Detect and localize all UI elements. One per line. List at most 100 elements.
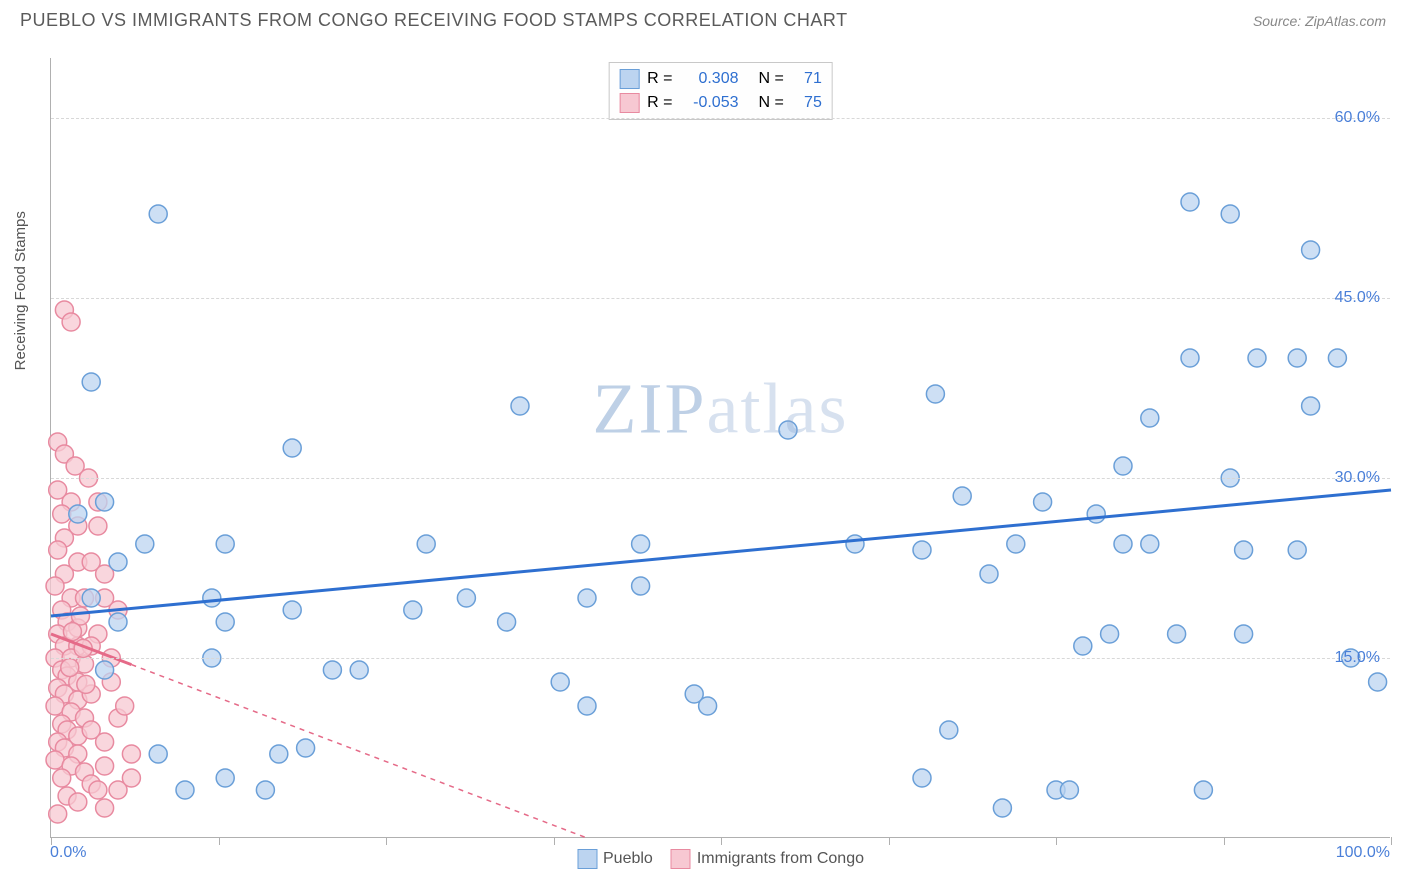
data-point-pueblo xyxy=(1221,205,1239,223)
data-point-pueblo xyxy=(1007,535,1025,553)
data-point-pueblo xyxy=(1060,781,1078,799)
n-value-pueblo: 71 xyxy=(792,70,822,88)
data-point-pueblo xyxy=(216,613,234,631)
source-name: ZipAtlas.com xyxy=(1305,13,1386,29)
data-point-pueblo xyxy=(149,745,167,763)
data-point-pueblo xyxy=(1235,541,1253,559)
data-point-pueblo xyxy=(1235,625,1253,643)
n-value-congo: 75 xyxy=(792,94,822,112)
r-value-congo: -0.053 xyxy=(681,94,739,112)
chart-plot-area: ZIPatlas R = 0.308 N = 71 R = -0.053 N =… xyxy=(50,58,1390,838)
x-tick xyxy=(721,837,722,845)
data-point-congo xyxy=(66,457,84,475)
data-point-pueblo xyxy=(551,673,569,691)
legend-row-congo: R = -0.053 N = 75 xyxy=(619,91,822,115)
legend-swatch-congo xyxy=(619,93,639,113)
y-tick-label: 60.0% xyxy=(1335,109,1380,127)
data-point-pueblo xyxy=(1288,349,1306,367)
data-point-congo xyxy=(82,721,100,739)
y-tick-label: 15.0% xyxy=(1335,649,1380,667)
data-point-congo xyxy=(46,577,64,595)
data-point-congo xyxy=(89,517,107,535)
data-point-congo xyxy=(61,659,79,677)
data-point-pueblo xyxy=(779,421,797,439)
r-label: R = xyxy=(647,94,672,112)
data-point-congo xyxy=(53,505,71,523)
data-point-congo xyxy=(122,745,140,763)
data-point-congo xyxy=(96,799,114,817)
data-point-congo xyxy=(53,769,71,787)
data-point-pueblo xyxy=(498,613,516,631)
x-tick xyxy=(889,837,890,845)
data-point-pueblo xyxy=(913,541,931,559)
chart-source: Source: ZipAtlas.com xyxy=(1253,13,1386,29)
legend-label-congo: Immigrants from Congo xyxy=(697,850,864,868)
data-point-congo xyxy=(77,675,95,693)
data-point-pueblo xyxy=(1141,535,1159,553)
data-point-pueblo xyxy=(980,565,998,583)
data-point-pueblo xyxy=(82,589,100,607)
data-point-pueblo xyxy=(1288,541,1306,559)
data-point-pueblo xyxy=(1101,625,1119,643)
data-point-pueblo xyxy=(350,661,368,679)
data-point-pueblo xyxy=(404,601,422,619)
data-point-pueblo xyxy=(283,601,301,619)
chart-title: PUEBLO VS IMMIGRANTS FROM CONGO RECEIVIN… xyxy=(20,10,848,31)
data-point-pueblo xyxy=(1074,637,1092,655)
y-axis-title: Receiving Food Stamps xyxy=(12,211,29,370)
chart-header: PUEBLO VS IMMIGRANTS FROM CONGO RECEIVIN… xyxy=(0,0,1406,37)
data-point-pueblo xyxy=(1114,457,1132,475)
x-max-label: 100.0% xyxy=(1336,844,1390,862)
trend-line-congo-dashed xyxy=(131,665,587,838)
data-point-pueblo xyxy=(1181,349,1199,367)
trend-line-pueblo xyxy=(51,490,1391,616)
data-point-congo xyxy=(46,697,64,715)
data-point-pueblo xyxy=(1181,193,1199,211)
data-point-pueblo xyxy=(1369,673,1387,691)
data-point-pueblo xyxy=(993,799,1011,817)
legend-label-pueblo: Pueblo xyxy=(603,850,653,868)
x-tick xyxy=(554,837,555,845)
data-point-congo xyxy=(96,757,114,775)
r-label: R = xyxy=(647,70,672,88)
data-point-pueblo xyxy=(926,385,944,403)
data-point-pueblo xyxy=(417,535,435,553)
data-point-pueblo xyxy=(1302,241,1320,259)
data-point-congo xyxy=(122,769,140,787)
data-point-pueblo xyxy=(69,505,87,523)
data-point-pueblo xyxy=(511,397,529,415)
data-point-congo xyxy=(116,697,134,715)
data-point-pueblo xyxy=(632,535,650,553)
source-prefix: Source: xyxy=(1253,13,1305,29)
data-point-pueblo xyxy=(1194,781,1212,799)
data-point-pueblo xyxy=(1168,625,1186,643)
y-tick-label: 45.0% xyxy=(1335,289,1380,307)
data-point-pueblo xyxy=(109,553,127,571)
data-point-pueblo xyxy=(846,535,864,553)
x-min-label: 0.0% xyxy=(50,844,86,862)
data-point-congo xyxy=(46,751,64,769)
x-tick xyxy=(1056,837,1057,845)
data-point-pueblo xyxy=(283,439,301,457)
data-point-pueblo xyxy=(297,739,315,757)
legend-swatch-pueblo xyxy=(577,849,597,869)
x-tick xyxy=(1391,837,1392,845)
data-point-pueblo xyxy=(1034,493,1052,511)
data-point-congo xyxy=(49,541,67,559)
data-point-pueblo xyxy=(1114,535,1132,553)
data-point-pueblo xyxy=(1328,349,1346,367)
data-point-pueblo xyxy=(323,661,341,679)
x-tick xyxy=(219,837,220,845)
data-point-congo xyxy=(49,805,67,823)
legend-swatch-congo xyxy=(671,849,691,869)
data-point-congo xyxy=(62,313,80,331)
data-point-pueblo xyxy=(699,697,717,715)
legend-row-pueblo: R = 0.308 N = 71 xyxy=(619,67,822,91)
data-point-pueblo xyxy=(203,589,221,607)
data-point-pueblo xyxy=(176,781,194,799)
data-point-pueblo xyxy=(256,781,274,799)
data-point-pueblo xyxy=(270,745,288,763)
data-point-congo xyxy=(63,623,81,641)
data-point-pueblo xyxy=(940,721,958,739)
data-point-pueblo xyxy=(96,661,114,679)
